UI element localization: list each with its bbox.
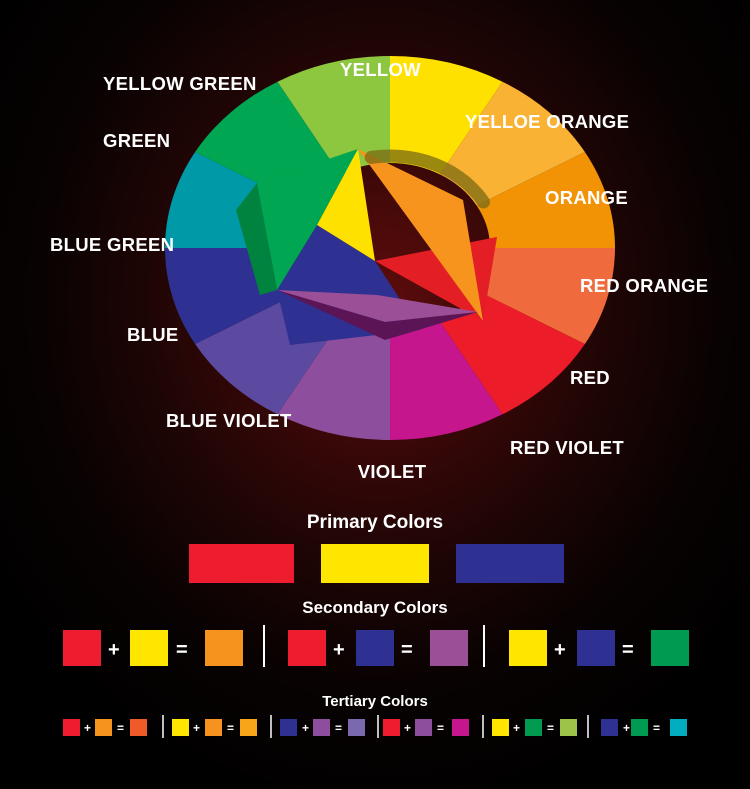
svg-text:BLUE GREEN: BLUE GREEN (50, 234, 174, 255)
svg-text:+: + (404, 721, 411, 735)
svg-text:=: = (653, 721, 660, 735)
svg-text:=: = (335, 721, 342, 735)
svg-text:+: + (84, 721, 91, 735)
svg-text:BLUE: BLUE (127, 324, 179, 345)
svg-text:+: + (623, 721, 630, 735)
svg-text:Primary Colors: Primary Colors (307, 512, 443, 533)
svg-text:+: + (333, 639, 345, 661)
svg-text:+: + (108, 639, 120, 661)
svg-text:YELLOE ORANGE: YELLOE ORANGE (465, 111, 629, 132)
svg-text:+: + (554, 639, 566, 661)
svg-text:RED VIOLET: RED VIOLET (510, 437, 624, 458)
svg-text:RED: RED (570, 367, 610, 388)
svg-text:=: = (622, 639, 634, 661)
svg-text:Secondary Colors: Secondary Colors (302, 598, 448, 617)
svg-text:GREEN: GREEN (103, 130, 170, 151)
svg-text:=: = (547, 721, 554, 735)
svg-text:=: = (401, 639, 413, 661)
svg-text:RED ORANGE: RED ORANGE (580, 275, 708, 296)
svg-text:+: + (193, 721, 200, 735)
svg-text:VIOLET: VIOLET (358, 461, 427, 482)
svg-text:ORANGE: ORANGE (545, 187, 628, 208)
svg-text:BLUE VIOLET: BLUE VIOLET (166, 410, 292, 431)
svg-text:Tertiary Colors: Tertiary Colors (322, 693, 428, 710)
svg-text:=: = (437, 721, 444, 735)
svg-text:=: = (227, 721, 234, 735)
svg-text:+: + (302, 721, 309, 735)
svg-text:+: + (513, 721, 520, 735)
svg-text:YELLOW GREEN: YELLOW GREEN (103, 73, 257, 94)
svg-text:=: = (176, 639, 188, 661)
svg-text:=: = (117, 721, 124, 735)
svg-text:YELLOW: YELLOW (340, 59, 421, 80)
